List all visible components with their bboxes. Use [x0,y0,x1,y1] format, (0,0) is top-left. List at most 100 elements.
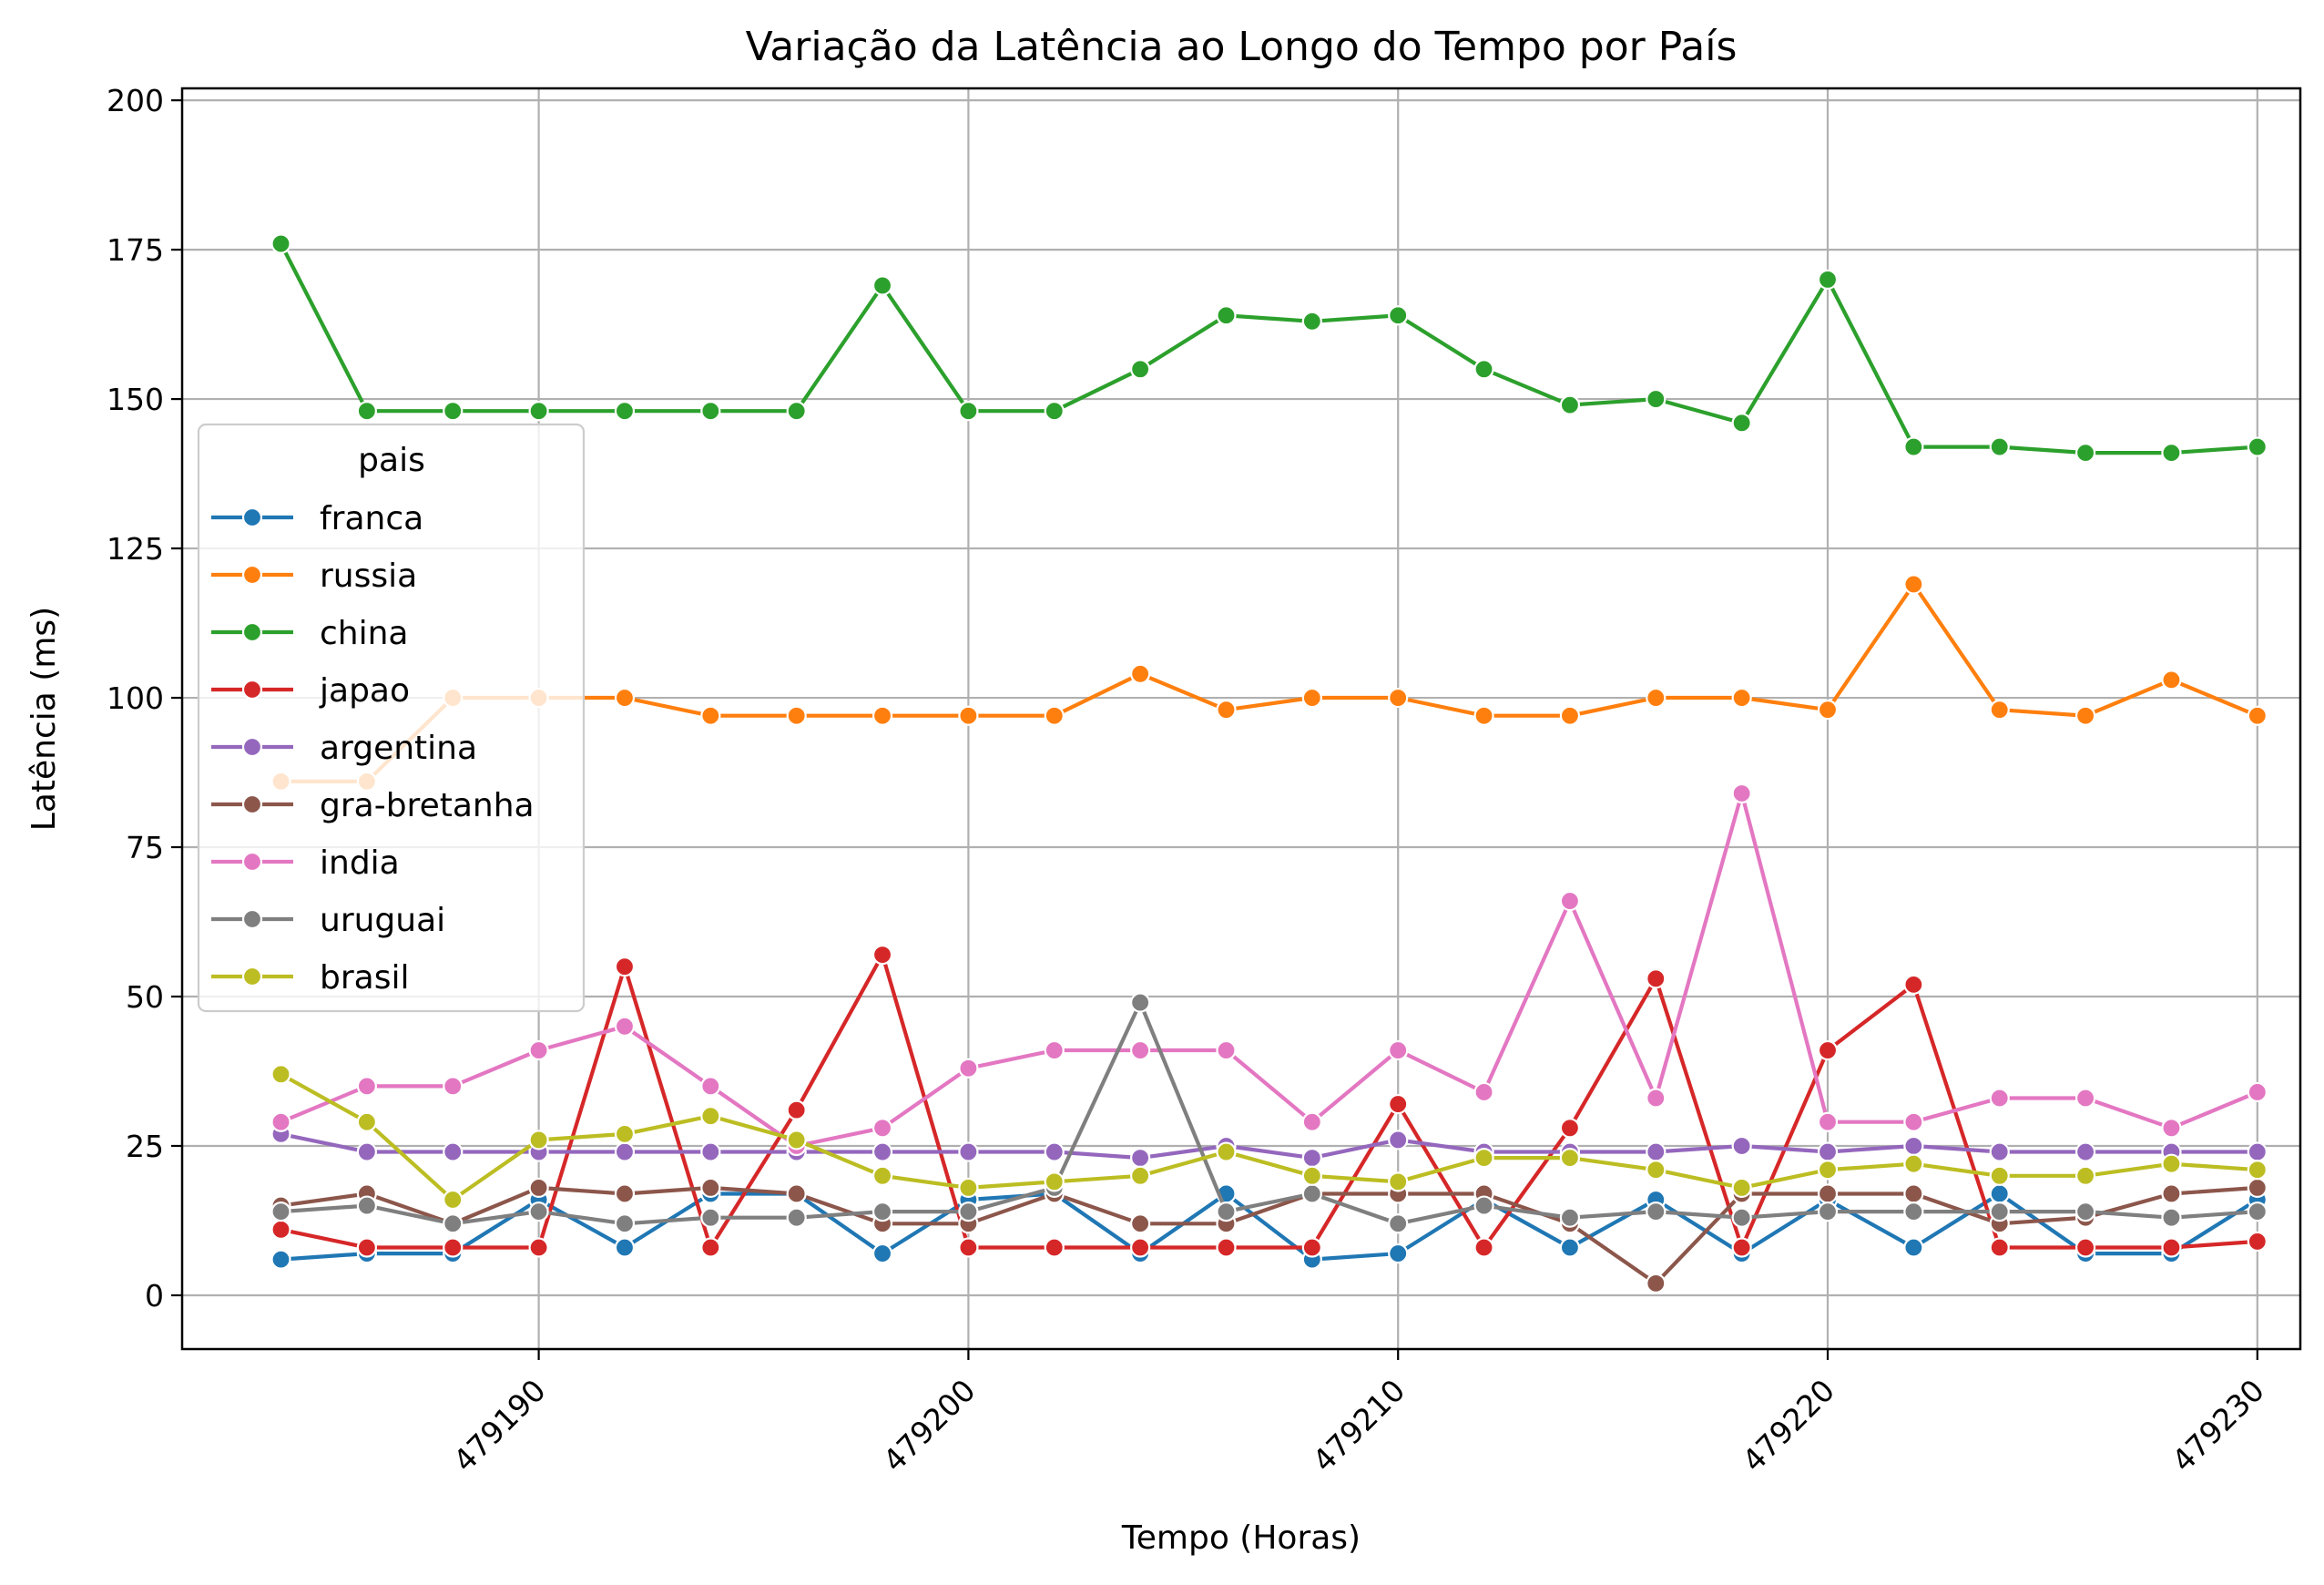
data-point-japao [443,1237,464,1258]
series-line-russia [280,582,2258,783]
series-china [270,233,2268,464]
data-point-brasil [1216,1141,1237,1162]
data-point-gra-bretanha [786,1183,807,1204]
series-india [270,782,2268,1157]
data-point-china [1559,394,1581,415]
data-point-brasil [1301,1165,1322,1186]
data-point-japao [1646,968,1667,989]
data-point-india [1817,1111,1839,1132]
data-point-china [1817,269,1839,290]
data-point-china [528,401,549,422]
data-point-gra-bretanha [1817,1183,1839,1204]
legend-item-japao: japao [211,672,410,710]
data-point-uruguai [1903,1202,1924,1222]
data-point-uruguai [1559,1207,1581,1228]
data-point-india [443,1076,464,1097]
legend-label: china [320,615,409,652]
legend-marker [241,564,263,586]
legend-marker [241,736,263,758]
data-point-russia [1473,705,1494,726]
data-point-franca [1989,1183,2010,1204]
data-point-japao [1301,1237,1322,1258]
data-point-china [1989,436,2010,457]
data-point-china [786,401,807,422]
data-point-china [2161,443,2182,464]
data-point-japao [1130,1237,1151,1258]
data-point-uruguai [958,1202,979,1222]
data-point-uruguai [1817,1202,1839,1222]
data-point-russia [958,705,979,726]
data-point-franca [872,1242,893,1264]
data-point-china [614,401,636,422]
data-point-argentina [356,1141,377,1162]
data-point-argentina [1646,1141,1667,1162]
data-point-japao [1216,1237,1237,1258]
data-point-brasil [1731,1177,1752,1199]
data-point-gra-bretanha [528,1177,549,1199]
data-point-argentina [958,1141,979,1162]
data-point-brasil [2074,1165,2096,1186]
data-point-argentina [2074,1141,2096,1162]
data-point-uruguai [528,1202,549,1222]
data-point-japao [958,1237,979,1258]
data-point-brasil [1130,1165,1151,1186]
data-point-china [2074,443,2096,464]
data-point-gra-bretanha [2161,1183,2182,1204]
series-line-uruguai [280,1000,2258,1226]
data-point-brasil [443,1189,464,1211]
data-point-china [443,401,464,422]
data-point-russia [1731,687,1752,709]
data-point-argentina [1130,1148,1151,1169]
data-point-brasil [1989,1165,2010,1186]
data-point-gra-bretanha [1130,1213,1151,1234]
data-point-gra-bretanha [1646,1273,1667,1294]
legend-item-india: india [211,844,400,882]
data-point-russia [1646,687,1667,709]
data-point-china [270,233,291,254]
data-point-uruguai [443,1213,464,1234]
data-point-india [1130,1039,1151,1061]
data-point-uruguai [1646,1202,1667,1222]
data-point-japao [1903,974,1924,995]
data-point-franca [1559,1237,1581,1258]
y-tick-label: 0 [145,1278,164,1314]
data-point-india [958,1058,979,1079]
data-point-japao [1989,1237,2010,1258]
legend-label: brasil [320,959,409,997]
series-line-india [280,791,2258,1149]
legend: pais franca russia china japao argentina gra-… [197,423,586,1013]
data-point-brasil [614,1123,636,1144]
data-point-india [1989,1088,2010,1109]
data-point-china [700,401,721,422]
data-point-russia [872,705,893,726]
data-point-china [1388,305,1409,326]
data-point-uruguai [1388,1213,1409,1234]
data-point-russia [1216,700,1237,721]
data-point-brasil [2247,1160,2268,1181]
x-axis-label: Tempo (Horas) [1121,1519,1361,1557]
data-point-argentina [614,1141,636,1162]
data-point-china [1301,311,1322,332]
legend-marker [241,679,263,700]
legend-item-china: china [211,615,409,652]
data-point-uruguai [872,1202,893,1222]
data-point-india [1646,1088,1667,1109]
data-point-india [872,1118,893,1139]
data-point-russia [1130,663,1151,684]
legend-title: pais [358,442,425,479]
data-point-uruguai [356,1195,377,1216]
series-line-franca [280,1191,2258,1262]
data-point-russia [1388,687,1409,709]
data-point-china [2247,436,2268,457]
data-point-argentina [872,1141,893,1162]
data-point-india [1473,1081,1494,1103]
legend-marker [241,908,263,930]
data-point-india [1216,1039,1237,1061]
y-tick-label: 175 [107,232,164,268]
data-point-india [2247,1081,2268,1103]
data-point-uruguai [700,1207,721,1228]
y-tick-label: 150 [107,382,164,417]
data-point-brasil [872,1165,893,1186]
data-point-russia [2161,670,2182,690]
data-point-japao [1473,1237,1494,1258]
